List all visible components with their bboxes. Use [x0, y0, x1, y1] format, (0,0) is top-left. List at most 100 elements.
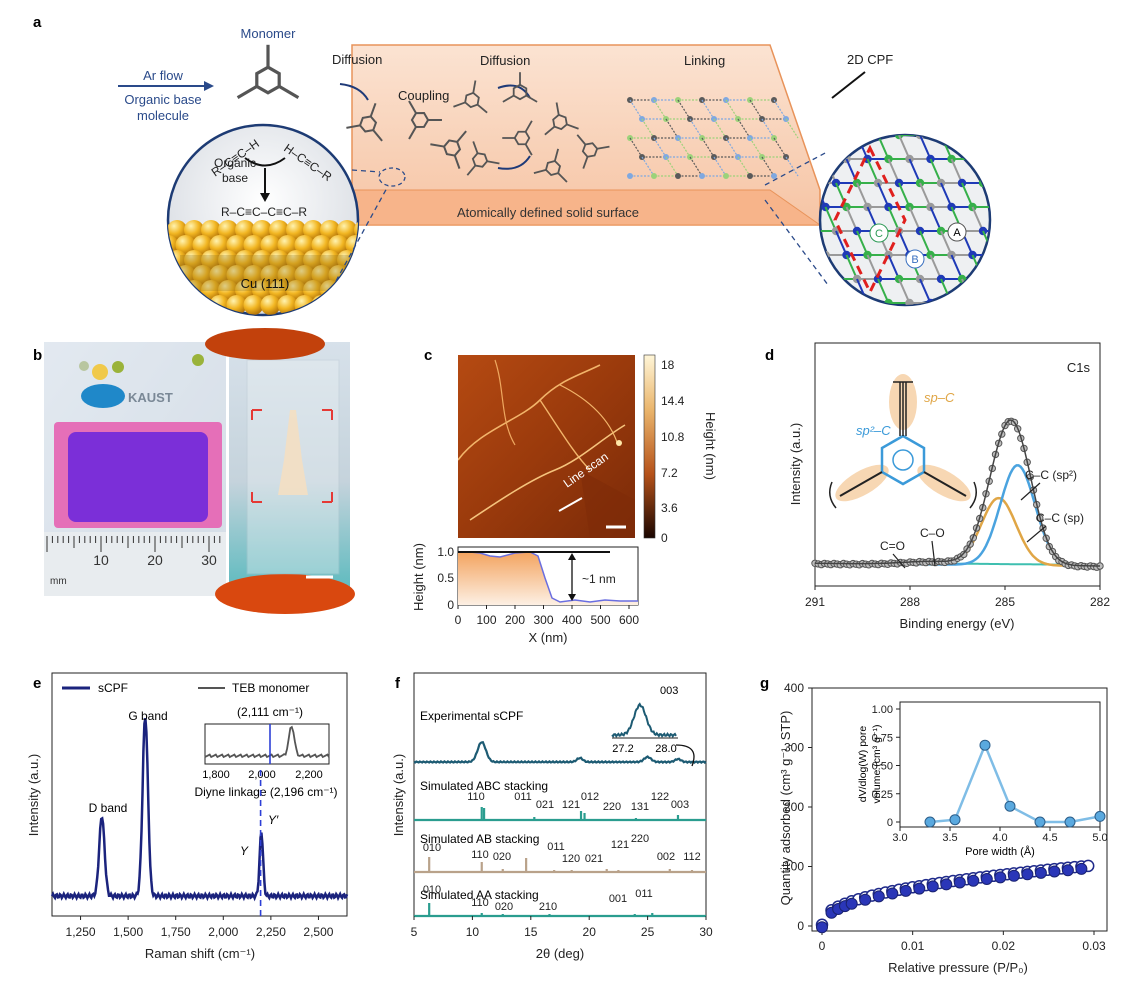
inset-xtick: 2,200: [295, 769, 323, 781]
inset-xlabel: Pore width (Å): [965, 845, 1035, 858]
site-a-label: A: [953, 227, 961, 239]
lattice-bond: [835, 278, 848, 304]
cu-atom: [252, 250, 272, 270]
lattice-bond: [982, 135, 990, 160]
lattice-bond: [919, 230, 932, 256]
trace-label-abc: Simulated ABC stacking: [420, 779, 548, 793]
xtick: 10: [466, 925, 480, 939]
profile-fill: [458, 552, 638, 605]
lattice-atom: [831, 135, 841, 140]
lattice-bond: [1004, 135, 1015, 159]
xlabel: 2θ (deg): [536, 946, 584, 961]
g-band-label: G band: [128, 709, 167, 723]
network-link: [689, 156, 703, 177]
abc-peak-label: 012: [581, 791, 599, 803]
trace-label-experimental: Experimental sCPF: [420, 709, 523, 723]
cu-atom: [380, 235, 400, 255]
profile-ylabel: Height (nm): [411, 543, 426, 611]
adsorption-point: [994, 871, 1007, 884]
profile-xtick: 400: [562, 613, 582, 627]
isotherm-points: [815, 859, 1095, 934]
fit-envelope: [815, 419, 1100, 567]
y-prime-label: Y′: [268, 813, 279, 827]
xps-axes: [814, 342, 1101, 587]
experimental-trace: [413, 740, 707, 764]
lattice-atom: [989, 250, 990, 260]
colorbar-title: Height (nm): [703, 412, 718, 480]
cu-atom: [286, 280, 306, 300]
xtick: 1,500: [113, 925, 143, 939]
pore-point: [1004, 800, 1016, 812]
cu-atom: [235, 250, 255, 270]
legend-inset: TEB monomer: [232, 681, 309, 695]
axis-ticks: 400 300 200 100 0 0 0.01 0.02 0.03: [784, 681, 1106, 953]
ytick: 100: [784, 860, 804, 874]
xtick: 1,750: [161, 925, 191, 939]
network-link: [653, 99, 667, 120]
cu-atom: [218, 250, 238, 270]
colorbar-tick: 10.8: [661, 430, 685, 444]
base-label-2: base: [222, 171, 248, 185]
data-point: [960, 550, 968, 559]
ab-peak-label: 121: [611, 839, 629, 851]
lattice-bond: [929, 254, 942, 280]
colorbar-tick: 14.4: [661, 394, 685, 408]
cu-atom: [269, 280, 289, 300]
network-link: [701, 137, 715, 158]
ab-peak-label: 220: [631, 833, 649, 845]
peak-label-co-double: C=O: [880, 539, 905, 553]
cu-atom: [363, 295, 383, 315]
monomer-molecules: [236, 44, 610, 183]
network-link: [725, 99, 739, 120]
xticks: 1,250 1,500 1,750 2,000 2,250 2,500: [66, 916, 334, 939]
inset-ytick: 0: [887, 817, 893, 829]
lattice-bond: [898, 278, 911, 304]
adsorption-point: [1007, 869, 1020, 882]
cu-atom: [209, 235, 230, 255]
xtick: 2,250: [256, 925, 286, 939]
monomer-molecule: [502, 120, 533, 156]
lattice-atom: [978, 135, 988, 140]
cu-atom: [260, 265, 281, 285]
lattice-bond: [982, 278, 990, 304]
ab-peak-label: 110: [471, 849, 489, 861]
panel-label: d: [765, 347, 774, 364]
diffusion-arrow: [339, 83, 369, 101]
aa-peak-label: 020: [495, 901, 513, 913]
lattice-atom: [968, 154, 977, 164]
xps-curves: [811, 417, 1104, 571]
pore-distribution: 1.00 0.75 0.50 0.25 0 3.0 3.5 4.0 4.5 5.0: [872, 704, 1108, 844]
ab-peak-label: 002: [657, 851, 675, 863]
adsorption-point: [886, 887, 899, 900]
adsorption-point: [845, 897, 858, 910]
panel-label: g: [760, 675, 769, 692]
cu-atom: [303, 280, 323, 300]
ab-peak-label: 021: [585, 853, 603, 865]
lattice-bond: [887, 254, 900, 280]
lattice-atom: [1000, 131, 1008, 139]
network-link: [665, 156, 679, 177]
network-link: [713, 156, 727, 177]
afm-features: [458, 359, 635, 538]
lattice-bond: [929, 206, 942, 232]
tweezer-bottom: [215, 574, 355, 614]
inset-ylabel-2: volume (cm³ g⁻¹): [871, 724, 883, 803]
network-link: [749, 99, 763, 120]
cu-atom: [175, 295, 196, 315]
aa-peak-label: 010: [423, 884, 441, 896]
network-link: [629, 99, 643, 120]
panel-label: a: [33, 14, 42, 31]
cu-atom: [363, 235, 383, 255]
lattice-bond: [856, 230, 869, 256]
lattice-bond: [919, 135, 932, 160]
lattice-bond: [866, 158, 879, 184]
lattice-bond: [898, 135, 911, 160]
panel-label: c: [424, 347, 432, 364]
cu-atom: [252, 220, 272, 240]
lattice-bond: [820, 135, 827, 160]
xlabel: Binding energy (eV): [900, 616, 1015, 631]
profile-xtick: 0: [455, 613, 462, 627]
cu-atom: [252, 280, 272, 300]
lattice-bond: [877, 278, 890, 304]
lattice-bond: [845, 206, 858, 232]
